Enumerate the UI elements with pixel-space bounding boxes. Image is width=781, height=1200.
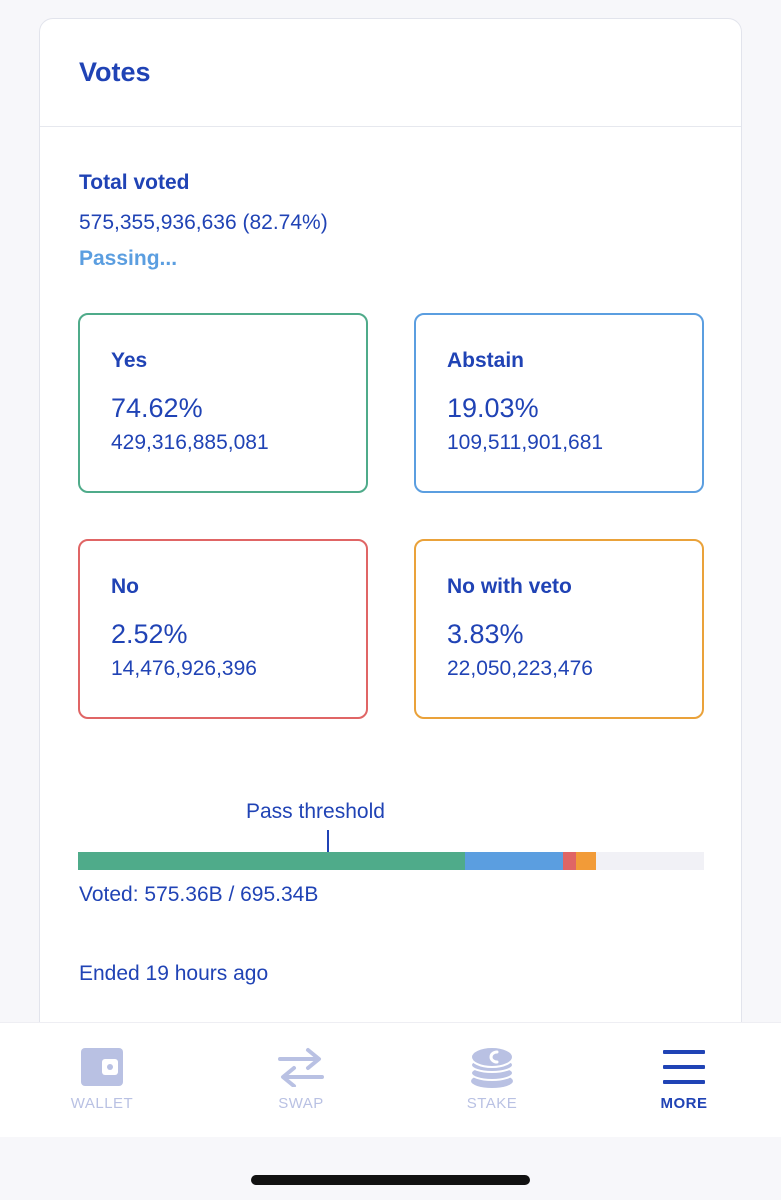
tab-label: SWAP [278, 1095, 324, 1112]
bar-segment-veto [576, 852, 596, 870]
pass-threshold-marker [327, 830, 330, 852]
vote-option-percent: 19.03% [447, 393, 539, 423]
bar-segment-abstain [464, 852, 564, 870]
card-title: Votes [79, 57, 151, 87]
tab-stake[interactable]: STAKE [432, 1023, 552, 1138]
wallet-icon [80, 1045, 124, 1089]
vote-option-percent: 3.83% [447, 619, 524, 649]
home-indicator-area [0, 1137, 781, 1200]
vote-option-label: No [111, 575, 139, 598]
bar-segment-yes [78, 852, 465, 870]
vote-option-amount: 14,476,926,396 [111, 657, 257, 680]
voted-summary: Voted: 575.36B / 695.34B [79, 883, 319, 906]
tab-wallet[interactable]: WALLET [42, 1023, 162, 1138]
vote-option-label: No with veto [447, 575, 572, 598]
vote-progress-bar [78, 852, 704, 870]
bottom-tab-bar: WALLET SWAP STAKE [0, 1022, 781, 1137]
tab-label: STAKE [466, 1095, 518, 1112]
vote-option-amount: 429,316,885,081 [111, 431, 269, 454]
tab-swap[interactable]: SWAP [241, 1023, 361, 1138]
home-indicator[interactable] [251, 1175, 530, 1185]
vote-option-no: No 2.52% 14,476,926,396 [78, 539, 368, 719]
vote-option-percent: 74.62% [111, 393, 203, 423]
tab-label: MORE [660, 1095, 708, 1112]
vote-option-abstain: Abstain 19.03% 109,511,901,681 [414, 313, 704, 493]
hamburger-menu-icon [663, 1045, 705, 1089]
pass-threshold-label: Pass threshold [246, 800, 385, 823]
votes-card: Votes Total voted 575,355,936,636 (82.74… [39, 18, 742, 1048]
vote-option-amount: 22,050,223,476 [447, 657, 593, 680]
ended-time: Ended 19 hours ago [79, 962, 269, 985]
passing-status: Passing... [79, 247, 178, 270]
tab-label: WALLET [70, 1095, 134, 1112]
stake-coins-icon [469, 1045, 515, 1089]
bar-segment-no [563, 852, 577, 870]
vote-option-no-with-veto: No with veto 3.83% 22,050,223,476 [414, 539, 704, 719]
total-voted-value: 575,355,936,636 (82.74%) [79, 211, 328, 234]
vote-option-percent: 2.52% [111, 619, 188, 649]
vote-option-yes: Yes 74.62% 429,316,885,081 [78, 313, 368, 493]
vote-option-amount: 109,511,901,681 [447, 431, 604, 454]
vote-option-label: Abstain [447, 349, 525, 372]
total-voted-label: Total voted [79, 171, 190, 194]
tab-more[interactable]: MORE [624, 1023, 744, 1138]
vote-option-label: Yes [111, 349, 148, 372]
card-header: Votes [40, 19, 741, 127]
swap-arrows-icon [278, 1045, 324, 1089]
